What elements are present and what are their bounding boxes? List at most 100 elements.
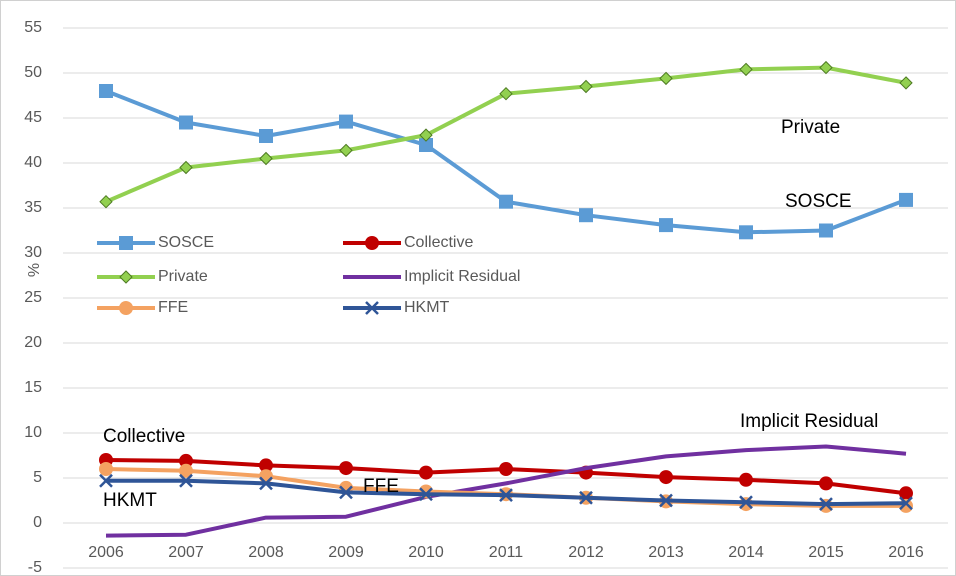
marker: [579, 490, 593, 505]
annotation: Collective: [103, 426, 185, 447]
y-tick-label: 55: [24, 19, 42, 36]
x-tick-label: 2006: [88, 544, 124, 561]
marker: [659, 493, 673, 508]
y-tick-label: 40: [24, 154, 42, 171]
legend-label: FFE: [158, 299, 188, 316]
marker: [819, 223, 833, 238]
x-tick-label: 2007: [168, 544, 204, 561]
marker: [179, 115, 193, 130]
y-tick-label: 20: [24, 334, 42, 351]
x-tick-label: 2011: [489, 544, 524, 561]
marker: [179, 463, 193, 478]
annotation: HKMT: [103, 490, 157, 511]
marker: [499, 194, 513, 209]
marker: [899, 76, 913, 90]
x-tick-label: 2008: [248, 544, 284, 561]
y-tick-label: 10: [24, 424, 42, 441]
marker: [259, 469, 273, 484]
legend-marker: [119, 236, 133, 250]
marker: [819, 476, 833, 491]
series: [105, 444, 907, 538]
marker: [419, 128, 433, 142]
marker: [259, 458, 273, 473]
legend-marker: [365, 236, 379, 250]
marker: [739, 495, 753, 510]
x-tick-label: 2016: [888, 544, 924, 561]
marker: [419, 138, 433, 152]
legend-item: SOSCE: [97, 234, 214, 251]
marker: [659, 470, 673, 485]
legend-marker: [119, 270, 133, 284]
legend-item: FFE: [97, 299, 188, 316]
marker: [99, 473, 113, 488]
series: [99, 84, 913, 240]
x-tick-label: 2015: [808, 544, 844, 561]
annotation: SOSCE: [785, 191, 852, 212]
annotation: FFE: [363, 476, 399, 497]
x-tick-label: 2009: [328, 544, 364, 561]
series: [99, 60, 913, 209]
marker: [819, 497, 833, 511]
marker: [739, 225, 753, 240]
marker: [339, 485, 353, 500]
y-tick-label: 5: [33, 469, 42, 486]
legend-label: SOSCE: [158, 234, 214, 251]
marker: [259, 151, 273, 166]
y-axis-label: %: [26, 263, 43, 277]
marker: [739, 62, 753, 77]
marker: [499, 462, 513, 476]
marker: [99, 194, 113, 209]
marker: [339, 114, 353, 129]
annotation: Private: [781, 117, 840, 138]
legend-item: HKMT: [343, 299, 450, 316]
marker: [659, 218, 673, 233]
y-tick-label: 50: [24, 64, 42, 81]
marker: [339, 143, 353, 158]
legend-label: Collective: [404, 234, 473, 251]
marker: [259, 476, 273, 491]
marker: [179, 160, 193, 175]
marker: [899, 192, 913, 207]
marker: [339, 461, 353, 476]
marker: [99, 84, 113, 98]
y-tick-label: 25: [24, 289, 42, 306]
marker: [659, 71, 673, 86]
legend-marker: [119, 301, 133, 315]
series-line: [105, 444, 907, 538]
annotation: Implicit Residual: [740, 411, 878, 432]
marker: [419, 465, 433, 480]
x-tick-label: 2012: [568, 544, 604, 561]
x-tick-label: 2013: [648, 544, 684, 561]
y-tick-label: -5: [28, 559, 42, 576]
y-tick-label: 45: [24, 109, 42, 126]
marker: [419, 484, 433, 499]
legend-marker: [365, 301, 379, 315]
marker: [579, 79, 593, 94]
marker: [99, 462, 113, 476]
marker: [419, 487, 433, 502]
marker: [499, 86, 513, 101]
legend-label: HKMT: [404, 299, 450, 316]
marker: [179, 453, 193, 468]
marker: [499, 488, 513, 502]
legend-label: Private: [158, 268, 208, 285]
marker: [899, 496, 913, 511]
y-tick-label: 0: [33, 514, 42, 531]
marker: [179, 473, 193, 488]
marker: [259, 129, 273, 143]
y-tick-label: 30: [24, 244, 42, 261]
marker: [579, 208, 593, 223]
x-tick-label: 2014: [728, 544, 764, 561]
legend-item: Collective: [343, 234, 473, 251]
marker: [899, 498, 913, 513]
y-tick-label: 15: [24, 379, 42, 396]
marker: [899, 486, 913, 501]
series: [99, 473, 913, 511]
marker: [739, 472, 753, 487]
marker: [819, 60, 833, 75]
legend-label: Implicit Residual: [404, 268, 520, 285]
legend-item: Implicit Residual: [343, 268, 520, 285]
y-tick-label: 35: [24, 199, 42, 216]
legend-item: Private: [97, 268, 208, 285]
